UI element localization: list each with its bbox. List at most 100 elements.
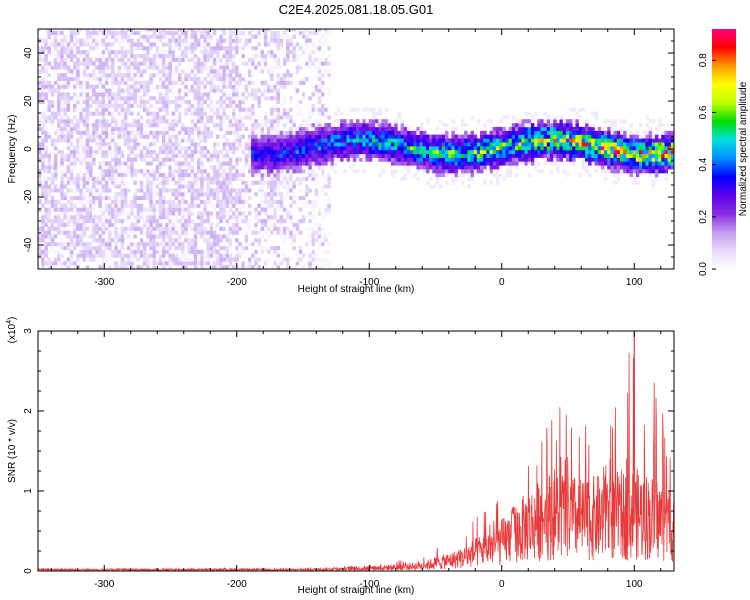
heatmap-cell-1881 xyxy=(177,242,182,247)
heatmap-cell-3624 xyxy=(317,153,322,158)
heatmap-cell-1129 xyxy=(120,203,125,208)
heatmap-cell-724 xyxy=(88,34,93,39)
heatmap-cell-3870 xyxy=(362,146,366,151)
heatmap-cell-3497 xyxy=(305,57,309,62)
heatmap-cell-3446 xyxy=(301,253,306,258)
heatmap-cell-856 xyxy=(101,238,106,243)
heatmap-cell-4429 xyxy=(508,138,513,143)
heatmap-cell-4436 xyxy=(511,150,516,155)
heatmap-cell-2416 xyxy=(216,111,220,116)
heatmap-cell-325 xyxy=(60,103,64,108)
heatmap-cell-1331 xyxy=(136,265,141,269)
heatmap-cell-2534 xyxy=(225,219,230,224)
heatmap-cell-793 xyxy=(95,96,99,101)
heatmap-cell-4641 xyxy=(565,157,570,162)
heatmap-cell-696 xyxy=(88,207,93,212)
heatmap-cell-877 xyxy=(101,123,106,128)
heatmap-cell-1585 xyxy=(155,184,160,189)
heatmap-cell-2295 xyxy=(206,57,210,62)
heatmap-cell-2520 xyxy=(222,46,226,51)
heatmap-cell-2187 xyxy=(200,192,204,197)
heatmap-cell-814 xyxy=(98,215,102,220)
heatmap-cell-2320 xyxy=(209,176,214,181)
heatmap-cell-4639 xyxy=(562,119,567,124)
heatmap-cell-3915 xyxy=(371,107,376,112)
heatmap-cell-928 xyxy=(104,77,109,82)
heatmap-cell-1672 xyxy=(162,196,166,201)
heatmap-cell-2637 xyxy=(232,165,236,170)
heatmap-cell-4800 xyxy=(607,134,611,139)
heatmap-cell-2254 xyxy=(203,57,207,62)
heatmap-cell-4824 xyxy=(613,150,618,155)
heatmap-cell-4344 xyxy=(489,169,494,174)
heatmap-cell-4549 xyxy=(540,138,544,143)
heatmap-cell-4274 xyxy=(467,142,471,147)
heatmap-cell-4767 xyxy=(600,169,605,174)
heatmap-cell-370 xyxy=(63,92,67,97)
heatmap-cell-2575 xyxy=(228,242,233,247)
heatmap-cell-4816 xyxy=(610,119,614,124)
heatmap-cell-3286 xyxy=(286,188,290,193)
heatmap-cell-199 xyxy=(50,123,55,128)
heatmap-cell-292 xyxy=(57,42,61,47)
heatmap-cell-4820 xyxy=(613,165,618,170)
heatmap-cell-2107 xyxy=(193,146,198,151)
heatmap-cell-256 xyxy=(57,249,61,254)
heatmap-cell-3764 xyxy=(333,153,338,158)
heatmap-cell-275 xyxy=(57,123,61,128)
heatmap-cell-3905 xyxy=(371,146,376,151)
heatmap-cell-10 xyxy=(38,203,42,208)
heatmap-cell-4867 xyxy=(623,119,627,124)
heatmap-cell-4929 xyxy=(642,157,646,162)
heatmap-cell-3689 xyxy=(324,238,328,243)
heatmap-cell-939 xyxy=(104,30,109,35)
heatmap-cell-4035 xyxy=(403,134,408,139)
heatmap-cell-3848 xyxy=(356,142,360,147)
heatmap-cell-3706 xyxy=(324,123,328,128)
heatmap-cell-4601 xyxy=(553,126,557,131)
heatmap-cell-3937 xyxy=(378,123,382,128)
heatmap-cell-4591 xyxy=(550,119,554,124)
heatmap-cell-2567 xyxy=(225,50,230,55)
heatmap-cell-2705 xyxy=(235,38,239,43)
heatmap-cell-2602 xyxy=(228,103,233,108)
heatmap-cell-4117 xyxy=(429,184,433,189)
heatmap-cell-2124 xyxy=(193,46,198,51)
heatmap-cell-2758 xyxy=(241,173,245,178)
heatmap-cell-2028 xyxy=(187,130,191,135)
heatmap-cell-4632 xyxy=(562,146,567,151)
heatmap-cell-4234 xyxy=(457,150,462,155)
heatmap-cell-3363 xyxy=(292,161,296,166)
heatmap-cell-2032 xyxy=(187,103,191,108)
heatmap-cell-1014 xyxy=(111,73,115,78)
heatmap-cell-2778 xyxy=(241,34,245,39)
heatmap-cell-2609 xyxy=(228,73,233,78)
heatmap-cell-4743 xyxy=(591,123,595,128)
heatmap-cell-3882 xyxy=(365,146,369,151)
heatmap-cell-316 xyxy=(60,153,64,158)
heatmap-cell-4970 xyxy=(651,150,656,155)
heatmap-cell-2914 xyxy=(254,65,258,70)
heatmap-cell-2616 xyxy=(228,42,233,47)
heatmap-cell-2502 xyxy=(222,142,226,147)
heatmap-cell-3116 xyxy=(273,199,277,204)
heatmap-cell-1344 xyxy=(136,169,141,174)
heatmap-cell-1552 xyxy=(152,142,156,147)
heatmap-cell-1907 xyxy=(177,103,182,108)
heatmap-cell-4092 xyxy=(419,126,424,131)
heatmap-cell-4711 xyxy=(585,165,589,170)
heatmap-cell-2787 xyxy=(244,222,249,227)
heatmap-cell-4306 xyxy=(476,150,481,155)
heatmap-cell-2996 xyxy=(263,207,268,212)
heatmap-cell-1154 xyxy=(120,73,125,78)
heatmap-cell-1922 xyxy=(177,34,182,39)
heatmap-cell-3175 xyxy=(276,150,280,155)
heatmap-cell-4516 xyxy=(530,134,535,139)
heatmap-cell-270 xyxy=(57,150,61,155)
heatmap-cell-2000 xyxy=(184,46,188,51)
heatmap-cell-563 xyxy=(79,196,83,201)
heatmap-cell-4396 xyxy=(502,176,506,181)
heatmap-cell-1923 xyxy=(177,30,182,35)
heatmap-cell-3094 xyxy=(270,96,274,101)
heatmap-cell-635 xyxy=(85,253,90,258)
